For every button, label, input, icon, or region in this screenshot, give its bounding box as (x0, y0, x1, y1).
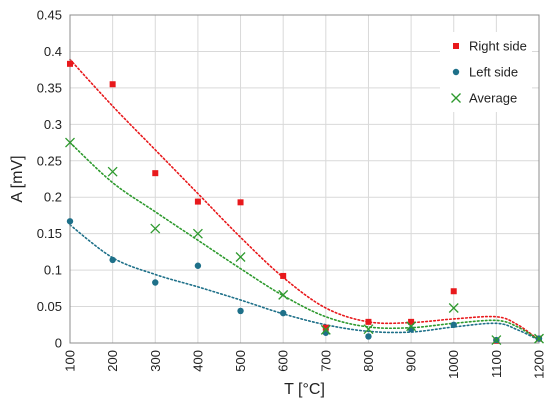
x-tick-label: 500 (233, 350, 248, 372)
point-right-side (67, 60, 73, 67)
point-right-side (152, 170, 159, 177)
point-right-side (408, 318, 415, 325)
point-left-side (237, 307, 244, 315)
x-marker-stroke (448, 303, 459, 313)
point-average (406, 321, 417, 332)
legend-marker-right-side (453, 43, 459, 49)
x-tick-label: 100 (63, 350, 78, 372)
x-tick-label: 200 (105, 350, 120, 372)
legend-label-average: Average (469, 91, 517, 106)
x-tick-label: 1100 (489, 350, 504, 378)
y-tick-label: 0.35 (37, 80, 62, 95)
legend-label-right-side: Right side (469, 39, 527, 54)
x-marker-stroke (235, 252, 246, 262)
point-left-side (365, 333, 372, 340)
point-average (363, 324, 374, 335)
x-axis-tick-labels: 100 200 300 400 500 600 700 800 900 1000 1100 1200 (63, 350, 547, 379)
x-axis-title: T [°C] (284, 381, 325, 398)
legend: Right side Left side Average (440, 32, 532, 112)
y-axis-tick-labels: 0 0.05 0.1 0.15 0.2 0.25 0.3 0.35 0.4 0.45 (37, 8, 62, 351)
y-axis-title: A [mV] (9, 155, 26, 202)
point-average (150, 223, 161, 234)
point-right-side (365, 318, 372, 325)
point-right-side (280, 272, 287, 279)
x-marker-stroke (320, 324, 331, 335)
x-marker-stroke (363, 324, 374, 335)
x-marker-stroke (406, 321, 417, 332)
x-marker-stroke (534, 333, 544, 344)
y-tick-label: 0.45 (37, 8, 62, 23)
point-average (65, 137, 75, 148)
x-tick-label: 800 (361, 350, 376, 372)
point-average (491, 335, 502, 346)
point-average (278, 289, 289, 300)
data-markers (65, 60, 544, 346)
x-marker-stroke (451, 93, 461, 103)
y-tick-label: 0.3 (44, 117, 62, 132)
x-marker-stroke (107, 166, 118, 177)
trend-line-average (69, 141, 540, 341)
x-tick-label: 1200 (532, 350, 547, 379)
x-marker-stroke (491, 335, 502, 346)
point-right-side (322, 324, 329, 331)
x-tick-label: 600 (276, 350, 291, 372)
x-tick-label: 300 (148, 350, 163, 372)
point-average (448, 303, 459, 313)
x-tick-label: 1000 (446, 350, 461, 379)
trend-line-right-side (69, 58, 540, 341)
legend-label-left-side: Left side (469, 65, 518, 80)
point-average (320, 324, 331, 335)
point-left-side (109, 256, 116, 264)
point-left-side (152, 279, 159, 286)
y-tick-label: 0 (55, 336, 62, 351)
x-marker-stroke (278, 289, 289, 300)
x-tick-label: 400 (190, 350, 205, 372)
y-tick-label: 0.25 (37, 153, 62, 168)
plot-area-border (69, 14, 540, 344)
y-tick-label: 0.4 (44, 44, 62, 59)
x-tick-label: 900 (404, 350, 419, 372)
x-marker-stroke (65, 137, 75, 148)
legend-marker-left-side (452, 68, 460, 76)
y-tick-label: 0.15 (37, 226, 62, 241)
point-right-side (194, 198, 201, 205)
point-left-side (66, 218, 74, 225)
point-average (107, 166, 118, 177)
point-average (192, 228, 203, 239)
y-tick-label: 0.2 (44, 190, 62, 205)
x-marker-stroke (192, 228, 203, 239)
point-left-side (450, 321, 457, 328)
point-right-side (450, 288, 457, 295)
y-tick-label: 0.05 (37, 299, 62, 314)
legend-marker-average (451, 93, 461, 103)
point-right-side (237, 199, 244, 206)
x-marker-stroke (150, 223, 161, 234)
x-tick-label: 700 (318, 350, 333, 372)
point-left-side (279, 309, 287, 317)
y-tick-label: 0.1 (44, 263, 62, 278)
point-right-side (109, 81, 116, 88)
point-average (534, 333, 544, 344)
point-left-side (194, 262, 202, 269)
point-average (235, 252, 246, 262)
